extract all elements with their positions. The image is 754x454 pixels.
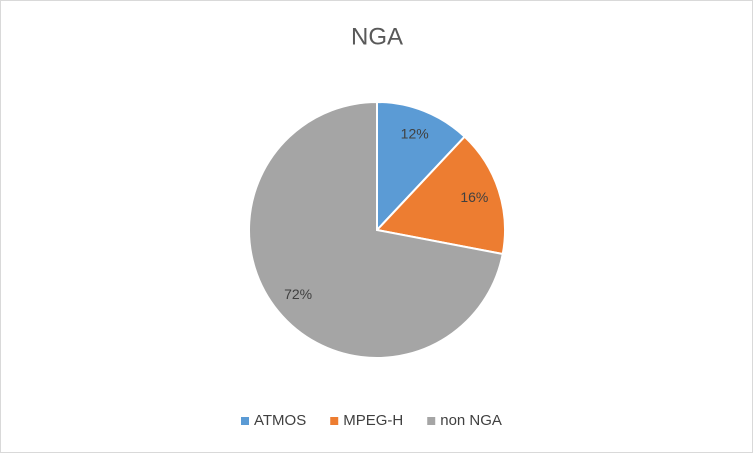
legend-swatch	[427, 417, 436, 425]
legend-label: MPEG-H	[343, 412, 403, 429]
pie-slice	[376, 100, 467, 233]
chart-title: NGA	[351, 23, 403, 50]
data-label: 72%	[284, 286, 312, 302]
legend-swatch	[241, 417, 249, 425]
legend-swatch	[330, 417, 339, 425]
legend-label: ATMOS	[254, 412, 306, 429]
legend-label: non NGA	[440, 412, 502, 429]
pie-slice	[248, 100, 504, 359]
pie-slice	[375, 135, 506, 256]
data-label: 16%	[460, 189, 488, 205]
data-label: 12%	[401, 125, 429, 141]
